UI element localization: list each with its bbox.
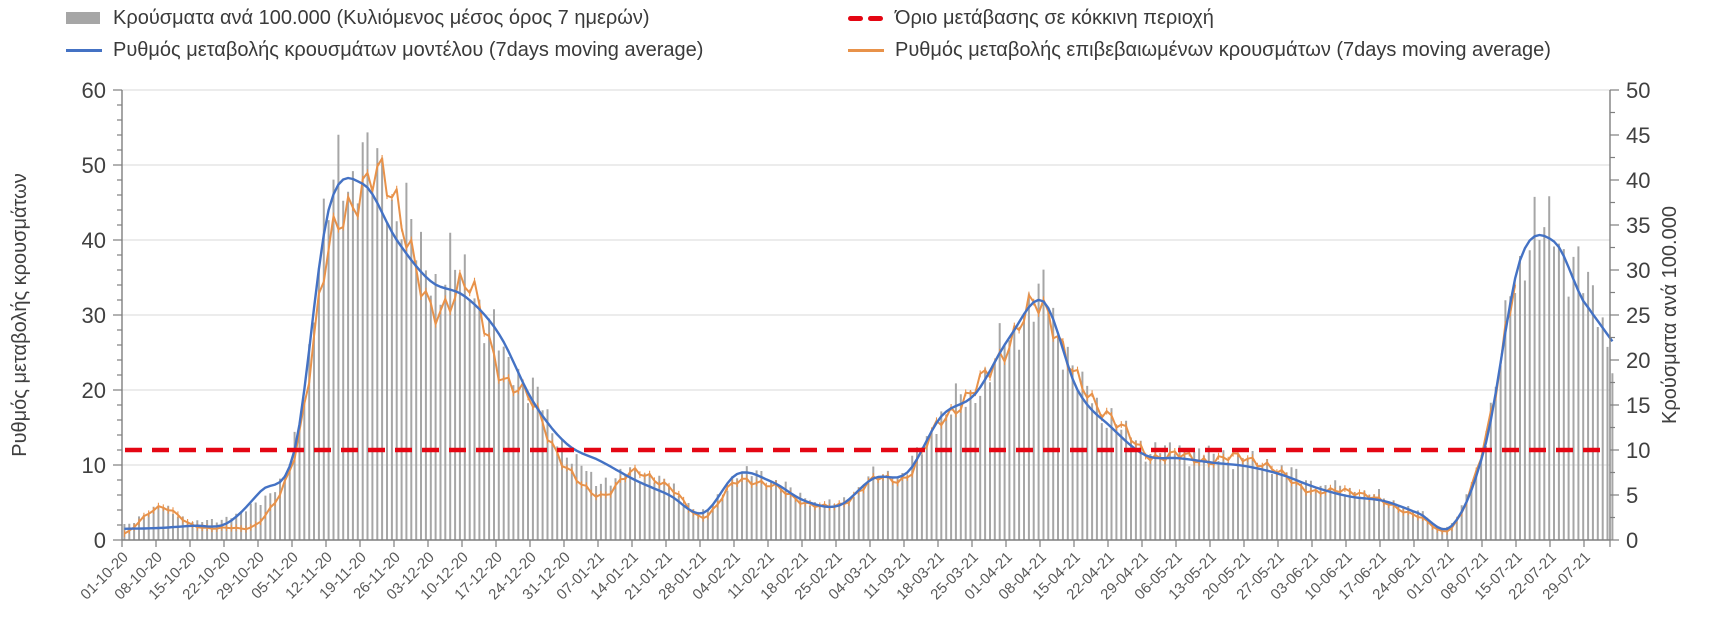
svg-text:30: 30	[82, 303, 106, 328]
svg-text:40: 40	[82, 228, 106, 253]
legend-item-red-zone-threshold: Όριο μετάβασης σε κόκκινη περιοχή	[848, 5, 1214, 31]
legend-label: Ρυθμός μεταβολής κρουσμάτων μοντέλου (7d…	[113, 38, 704, 61]
svg-text:50: 50	[82, 153, 106, 178]
gridlines	[122, 89, 1610, 466]
model-line	[124, 176, 1614, 531]
svg-text:0: 0	[94, 528, 106, 553]
svg-text:10: 10	[1626, 438, 1650, 463]
svg-text:0: 0	[1626, 528, 1638, 553]
model-line-series	[124, 176, 1614, 531]
legend-item-cases-per-100k: Κρούσματα ανά 100.000 (Κυλιόμενος μέσος …	[66, 5, 650, 31]
legend-label: Κρούσματα ανά 100.000 (Κυλιόμενος μέσος …	[113, 6, 650, 29]
svg-text:45: 45	[1626, 123, 1650, 148]
svg-text:50: 50	[1626, 78, 1650, 103]
svg-text:60: 60	[82, 78, 106, 103]
left-axis: 0 10 20 30 40 50 60 Ρυθμός μεταβολής κρουσμάτων	[9, 78, 122, 553]
svg-text:20: 20	[82, 378, 106, 403]
bar-swatch-icon	[66, 12, 104, 24]
right-axis: 0 5 10 15 20 25 30 35 40 45 50 Κρούσματα ανά 100.00…	[1610, 78, 1681, 553]
svg-text:15: 15	[1626, 393, 1650, 418]
svg-text:30: 30	[1626, 258, 1650, 283]
svg-text:20: 20	[1626, 348, 1650, 373]
svg-text:40: 40	[1626, 168, 1650, 193]
svg-text:Ρυθμός μεταβολής κρουσμάτων: Ρυθμός μεταβολής κρουσμάτων	[9, 173, 31, 457]
legend-label: Όριο μετάβασης σε κόκκινη περιοχή	[895, 6, 1214, 29]
line-swatch-icon	[66, 48, 104, 52]
x-axis: 01-10-2008-10-2015-10-2022-10-2029-10-20…	[77, 540, 1611, 603]
svg-text:10: 10	[82, 453, 106, 478]
legend-item-model-rate: Ρυθμός μεταβολής κρουσμάτων μοντέλου (7d…	[66, 37, 703, 63]
dashed-line-swatch-icon	[848, 15, 886, 21]
chart-legend: Κρούσματα ανά 100.000 (Κυλιόμενος μέσος …	[0, 0, 1712, 66]
svg-text:Κρούσματα ανά 100.000: Κρούσματα ανά 100.000	[1659, 206, 1681, 424]
line-swatch-icon	[848, 48, 886, 52]
svg-text:25: 25	[1626, 303, 1650, 328]
svg-text:5: 5	[1626, 483, 1638, 508]
svg-text:35: 35	[1626, 213, 1650, 238]
legend-label: Ρυθμός μεταβολής επιβεβαιωμένων κρουσμάτ…	[895, 38, 1551, 61]
legend-item-confirmed-rate: Ρυθμός μεταβολής επιβεβαιωμένων κρουσμάτ…	[848, 37, 1551, 63]
